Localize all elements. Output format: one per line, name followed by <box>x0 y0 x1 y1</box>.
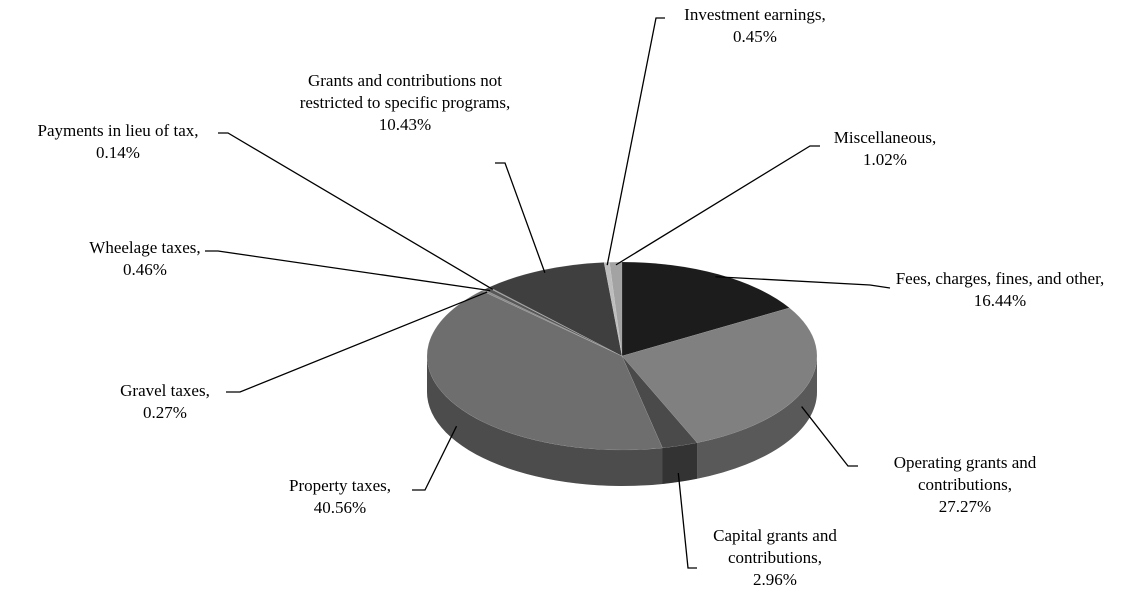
label-name: Investment earnings, <box>684 5 826 24</box>
slice-side <box>662 442 698 484</box>
label-name: Payments in lieu of tax, <box>37 121 199 140</box>
leader-line <box>226 291 488 393</box>
slice <box>609 261 623 357</box>
label-name: Capital grants and contributions, <box>713 526 837 567</box>
label-name: Gravel taxes, <box>120 381 210 400</box>
label-value: 27.27% <box>938 497 992 516</box>
data-label: Payments in lieu of tax, 0.14% <box>0 120 238 164</box>
data-label: Wheelage taxes, 0.46% <box>45 237 245 281</box>
leader-line <box>801 406 858 467</box>
data-label: Grants and contributions not restricted … <box>275 70 535 136</box>
leader-line <box>615 145 820 266</box>
leader-line <box>606 17 665 266</box>
leader-line <box>205 250 491 292</box>
slice-side <box>697 356 817 479</box>
slice-side-shade <box>662 442 698 484</box>
label-name: Fees, charges, fines, and other, <box>895 269 1105 288</box>
slice <box>621 307 818 444</box>
label-value: 0.45% <box>733 27 777 46</box>
label-value: 0.14% <box>96 143 140 162</box>
slice-side <box>427 356 663 486</box>
data-label: Operating grants and contributions, 27.27… <box>845 452 1085 518</box>
label-value: 2.96% <box>753 570 797 589</box>
data-label: Property taxes, 40.56% <box>240 475 440 519</box>
slice <box>488 262 623 357</box>
leader-line <box>218 132 494 290</box>
leader-line <box>677 472 697 569</box>
label-value: 1.02% <box>863 150 907 169</box>
slice <box>426 290 663 451</box>
leader-line <box>715 276 891 289</box>
leader-line <box>412 425 458 491</box>
slice-side-shade <box>697 356 817 479</box>
data-label: Miscellaneous, 1.02% <box>785 127 985 171</box>
data-label: Investment earnings, 0.45% <box>645 4 865 48</box>
data-label: Capital grants and contributions, 2.96% <box>675 525 875 591</box>
label-value: 16.44% <box>973 291 1027 310</box>
label-value: 10.43% <box>378 115 432 134</box>
label-name: Property taxes, <box>289 476 391 495</box>
label-name: Wheelage taxes, <box>89 238 201 257</box>
slice <box>603 261 623 357</box>
data-label: Gravel taxes, 0.27% <box>65 380 265 424</box>
slice <box>621 261 791 357</box>
label-name: Grants and contributions not restricted … <box>299 71 511 112</box>
data-label: Fees, charges, fines, and other, 16.44% <box>880 268 1120 312</box>
slice-side-shade <box>427 356 663 486</box>
label-name: Operating grants and contributions, <box>893 453 1037 494</box>
label-value: 0.27% <box>143 403 187 422</box>
leader-line <box>495 162 546 273</box>
label-name: Miscellaneous, <box>833 128 937 147</box>
label-value: 0.46% <box>123 260 167 279</box>
label-value: 40.56% <box>313 498 367 517</box>
slice <box>621 355 698 449</box>
